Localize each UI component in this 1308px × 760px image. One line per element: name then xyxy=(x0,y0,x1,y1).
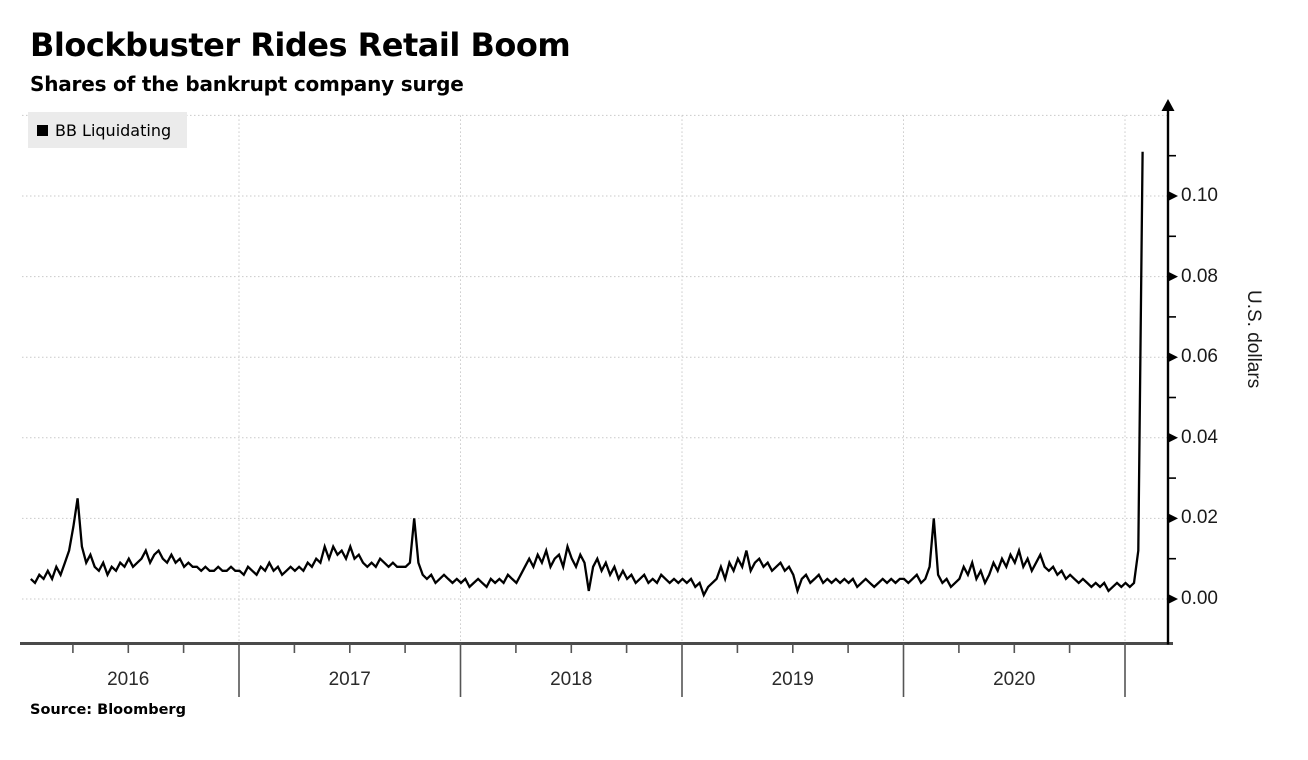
gridlines xyxy=(22,114,1168,643)
y-major-tick-arrow-icon xyxy=(1169,272,1178,282)
y-major-tick-arrow-icon xyxy=(1169,352,1178,362)
y-major-tick-arrow-icon xyxy=(1169,513,1178,523)
y-tick-label: 0.02 xyxy=(1181,507,1218,529)
legend-swatch-icon xyxy=(37,124,48,136)
legend: BB Liquidating xyxy=(28,112,188,148)
y-major-tick-arrow-icon xyxy=(1169,433,1178,443)
x-tick-label: 2018 xyxy=(550,669,593,690)
y-tick-label: 0.06 xyxy=(1181,346,1218,368)
x-tick-label: 2019 xyxy=(771,669,814,690)
y-tick-label: 0.08 xyxy=(1181,265,1218,287)
chart-title: Blockbuster Rides Retail Boom xyxy=(30,26,571,64)
axes xyxy=(20,99,1178,697)
y-tick-label: 0.10 xyxy=(1181,185,1218,206)
axis-arrow-up-icon xyxy=(1161,99,1175,111)
x-tick-label: 2016 xyxy=(107,669,150,690)
y-major-tick-arrow-icon xyxy=(1169,191,1178,201)
x-tick-label: 2020 xyxy=(993,669,1036,690)
legend-label: BB Liquidating xyxy=(55,120,172,140)
y-tick-label: 0.00 xyxy=(1181,588,1218,609)
y-axis-title: U.S. dollars xyxy=(1243,290,1264,389)
series-line-bb-liquidating xyxy=(30,151,1144,598)
x-tick-label: 2017 xyxy=(328,669,371,690)
y-major-tick-arrow-icon xyxy=(1169,594,1178,604)
chart-subtitle: Shares of the bankrupt company surge xyxy=(30,72,464,96)
source-attribution: Source: Bloomberg xyxy=(30,702,186,718)
y-tick-label: 0.04 xyxy=(1181,426,1218,448)
